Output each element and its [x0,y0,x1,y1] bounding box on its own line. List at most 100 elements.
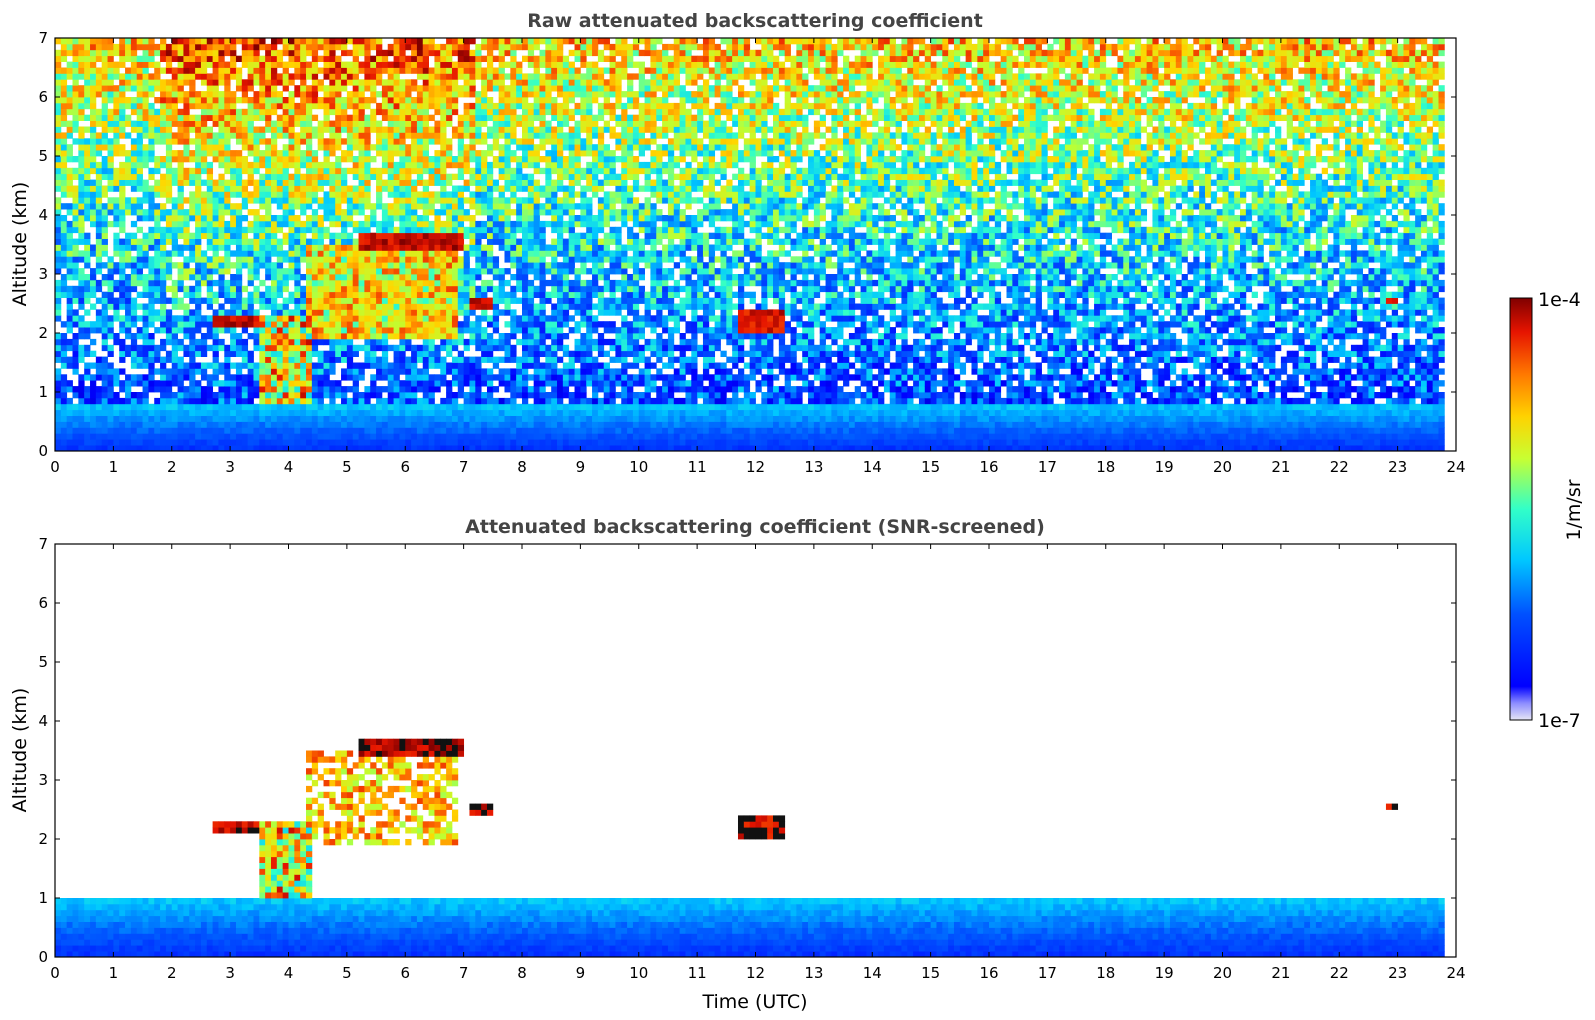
heatmap-cell [504,439,511,446]
heatmap-cell [195,97,202,104]
heatmap-cell [510,333,517,340]
heatmap-cell [189,156,196,163]
heatmap-cell [113,309,120,316]
heatmap-cell [95,421,103,428]
heatmap-cell [276,380,284,387]
heatmap-cell [486,43,494,51]
heatmap-cell [451,397,459,405]
heatmap-cell [317,368,324,375]
heatmap-cell [416,197,424,204]
heatmap-cell [142,262,149,269]
heatmap-cell [177,392,184,399]
heatmap-cell [177,179,184,186]
heatmap-cell [218,43,225,51]
heatmap-cell [481,150,488,157]
heatmap-cell [72,445,79,451]
heatmap-cell [416,415,424,422]
heatmap-cell [235,161,243,169]
heatmap-cell [218,61,225,68]
heatmap-cell [288,203,295,210]
heatmap-cell [276,285,284,293]
heatmap-cell [224,291,231,298]
heatmap-cell [154,220,161,228]
heatmap-cell [171,97,178,104]
heatmap-cell [276,132,284,139]
heatmap-cell [160,226,167,234]
heatmap-cell [165,150,173,157]
heatmap-cell [405,362,412,369]
heatmap-cell [411,238,418,245]
heatmap-cell [341,215,348,222]
heatmap-cell [475,262,482,269]
heatmap-cell [195,102,202,110]
heatmap-cell [335,173,342,180]
heatmap-cell [457,138,465,145]
heatmap-cell [72,91,79,98]
heatmap-cell [60,55,68,62]
heatmap-cell [189,85,196,92]
heatmap-cell [504,256,511,263]
heatmap-cell [107,179,114,186]
heatmap-cell [358,262,365,269]
heatmap-cell [72,268,79,275]
heatmap-cell [165,409,173,416]
heatmap-cell [55,374,62,381]
heatmap-cell [136,91,143,98]
heatmap-cell [358,291,365,298]
heatmap-cell [130,268,138,275]
heatmap-cell [247,73,254,80]
heatmap-cell [381,138,389,145]
heatmap-cell [446,368,453,375]
heatmap-cell [364,262,371,269]
heatmap-cell [224,374,231,381]
heatmap-cell [253,285,260,293]
heatmap-cell [498,43,505,51]
heatmap-cell [101,427,108,434]
heatmap-cell [224,209,231,216]
heatmap-cell [311,55,319,62]
heatmap-cell [492,427,500,434]
heatmap-cell [294,43,301,51]
heatmap-cell [142,161,149,169]
heatmap-cell [364,114,371,121]
heatmap-cell [276,102,284,110]
heatmap-cell [376,220,383,228]
heatmap-cell [469,321,476,328]
heatmap-cell [306,392,313,399]
heatmap-cell [416,380,424,387]
heatmap-cell [317,279,324,287]
heatmap-cell [434,91,441,98]
heatmap-cell [218,150,225,157]
heatmap-cell [510,285,517,293]
heatmap-cell [107,91,114,98]
heatmap-cell [387,344,394,352]
heatmap-cell [66,203,73,210]
heatmap-cell [329,120,336,127]
heatmap-cell [457,356,465,363]
heatmap-cell [405,309,412,316]
heatmap-cell [171,409,178,416]
heatmap-cell [300,179,307,186]
heatmap-cell [130,333,138,340]
heatmap-cell [323,209,330,216]
heatmap-cell [405,380,412,387]
heatmap-cell [177,150,184,157]
heatmap-cell [358,244,365,251]
heatmap-cell [282,197,289,204]
heatmap-cell [446,191,453,198]
heatmap-cell [90,415,97,422]
heatmap-cell [101,120,108,127]
heatmap-cell [510,73,517,80]
heatmap-cell [177,344,184,352]
heatmap-cell [154,49,161,57]
heatmap-cell [177,55,184,62]
heatmap-cell [136,108,143,116]
heatmap-cell [486,250,494,257]
heatmap-cell [492,374,500,381]
heatmap-cell [259,315,266,322]
heatmap-cell [235,268,243,275]
heatmap-cell [346,433,354,440]
heatmap-cell [113,397,120,405]
heatmap-cell [335,126,342,133]
heatmap-cell [463,43,470,51]
